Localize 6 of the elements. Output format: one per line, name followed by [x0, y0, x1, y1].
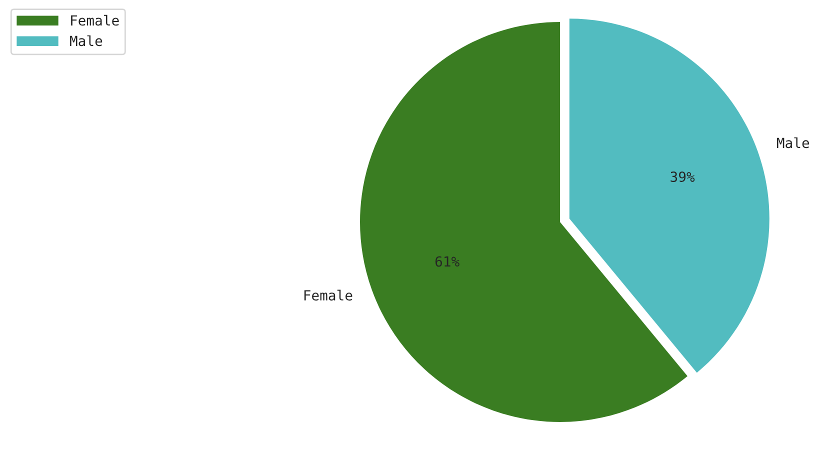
slice-label: Male [776, 137, 810, 148]
data-label: 61% [435, 256, 460, 267]
data-label: 39% [670, 172, 695, 182]
legend-label: Female [71, 14, 119, 26]
legend-label: Male [70, 35, 102, 46]
slice-label: Female [304, 290, 352, 301]
